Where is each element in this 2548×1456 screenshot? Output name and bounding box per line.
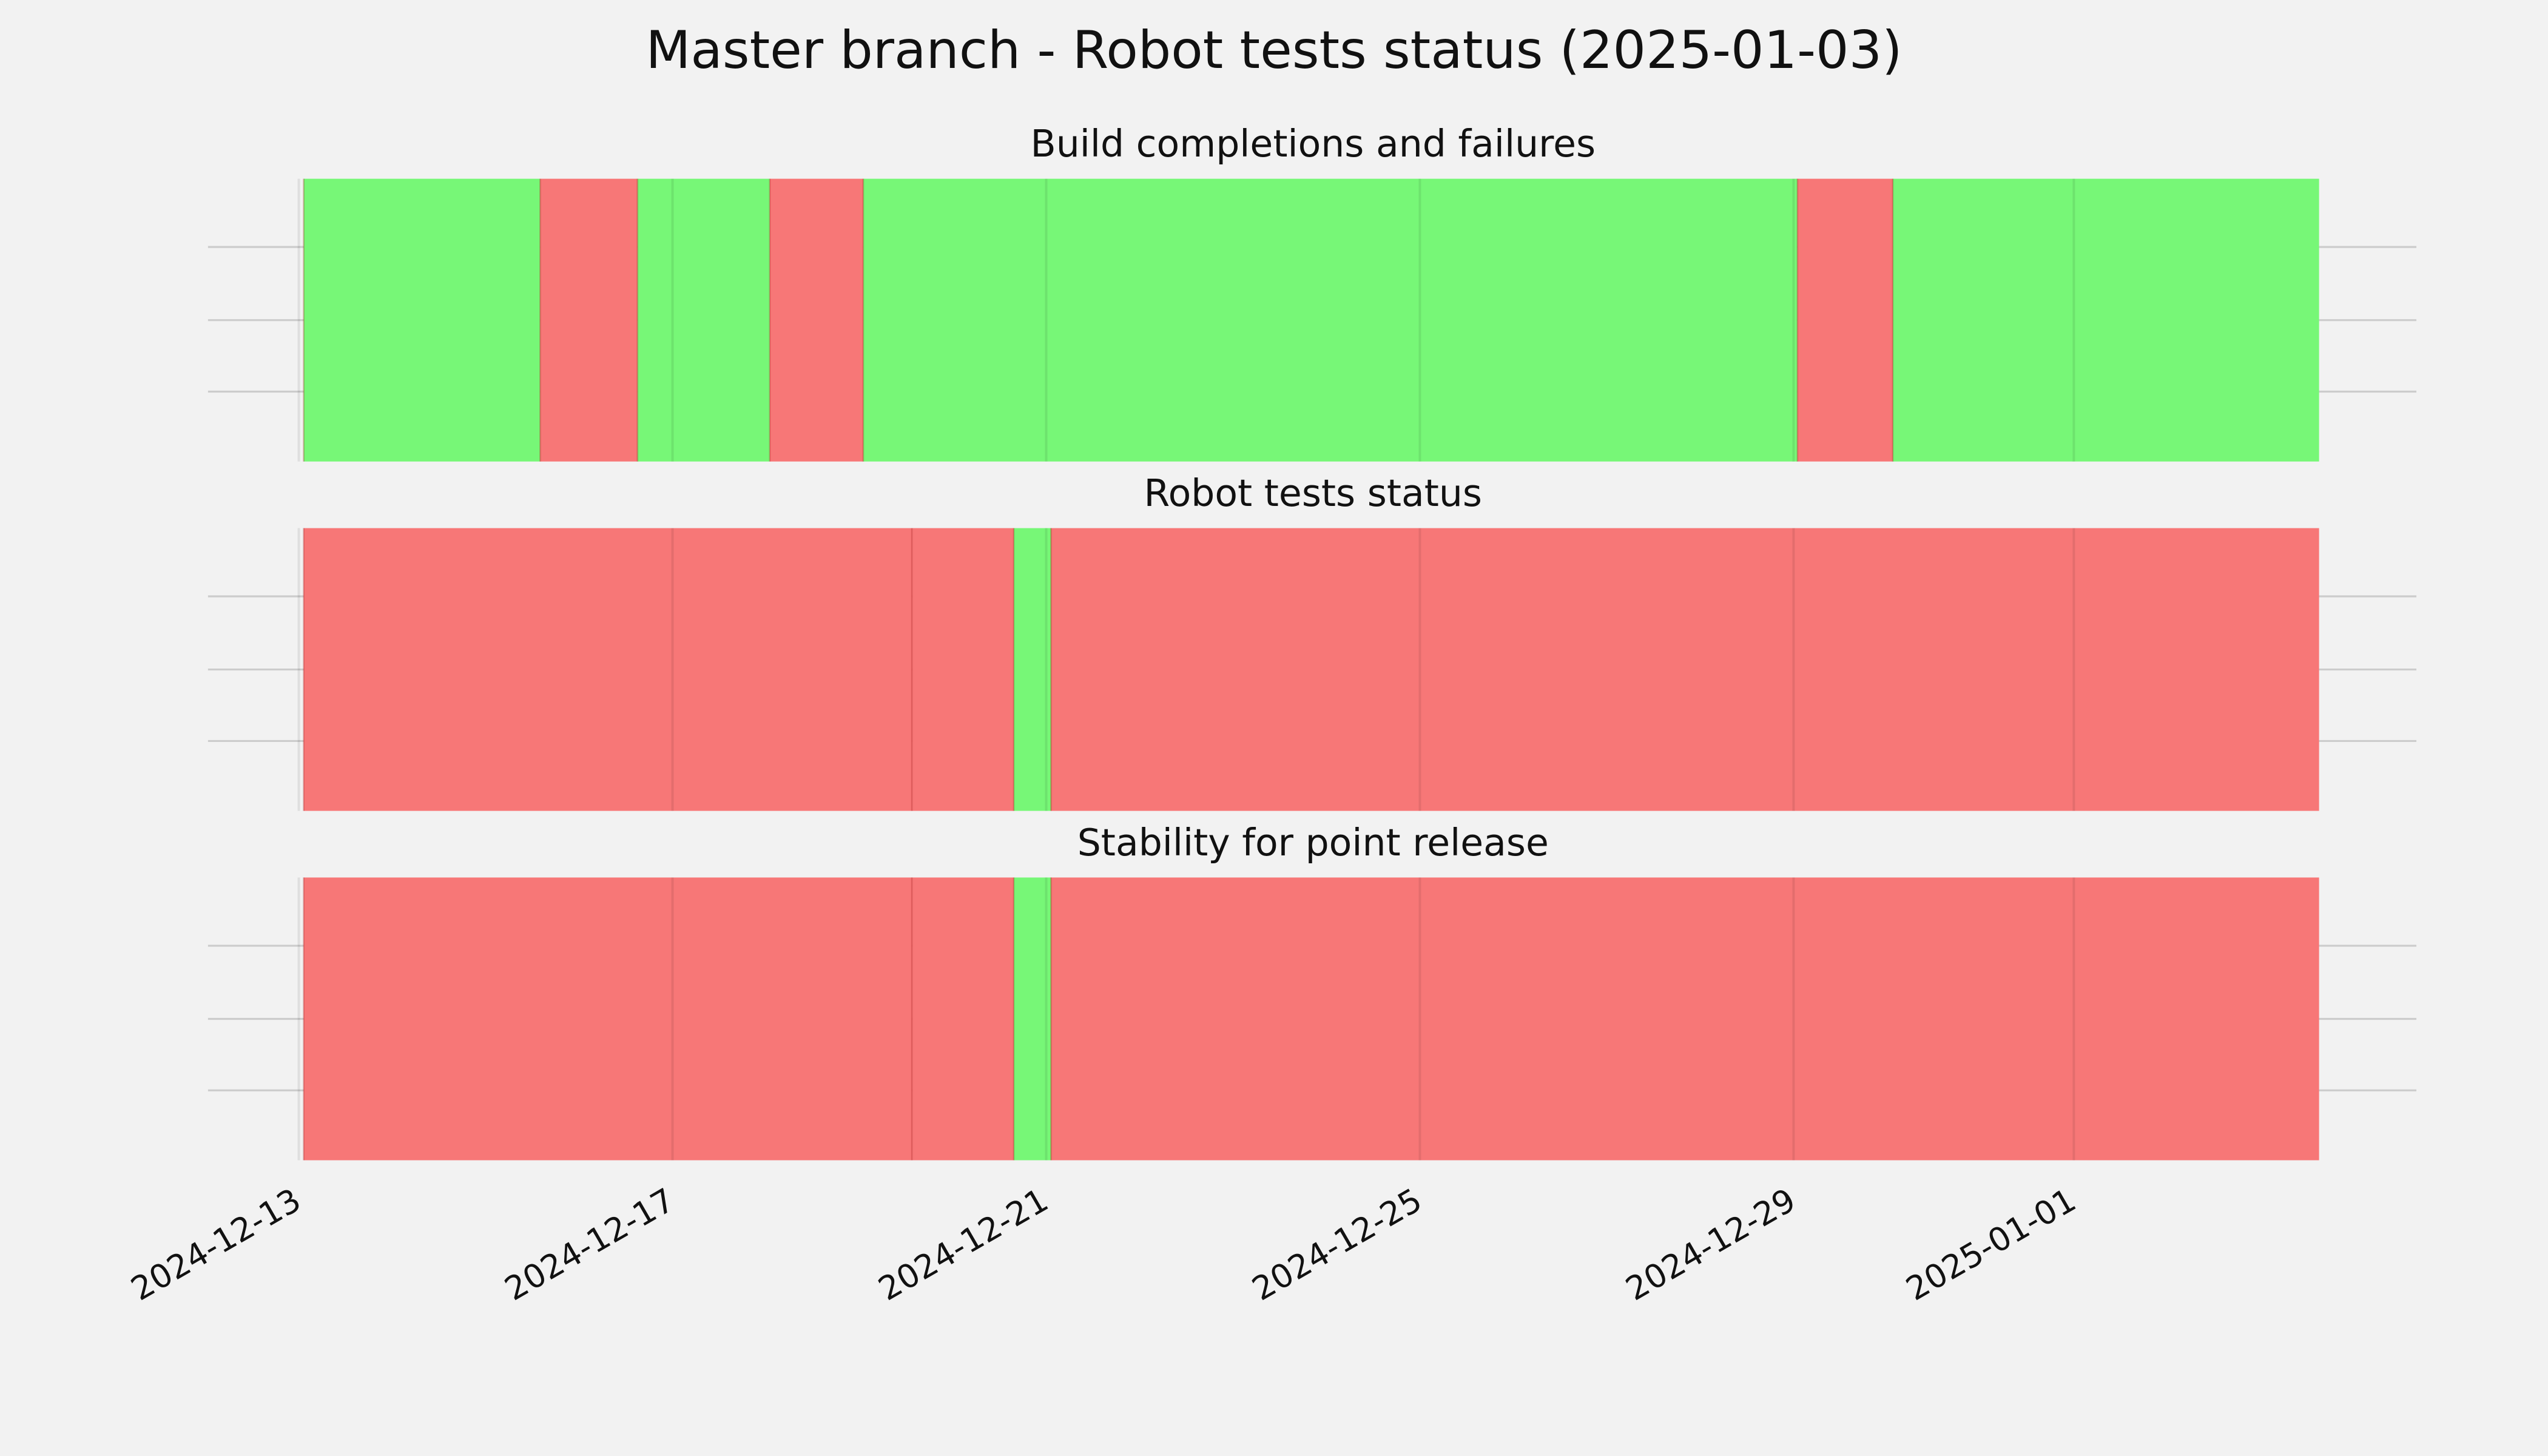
status-span [303, 178, 541, 462]
panel-title: Build completions and failures [1030, 122, 1596, 166]
status-span [1051, 528, 2319, 811]
status-span [303, 877, 912, 1161]
status-span [1014, 877, 1051, 1161]
status-span [637, 178, 770, 462]
status-span [1797, 178, 1893, 462]
status-span [769, 178, 863, 462]
status-span [1051, 877, 2319, 1161]
status-span [1893, 178, 2319, 462]
chart-title: Master branch - Robot tests status (2025… [645, 20, 1902, 81]
status-span [540, 178, 638, 462]
status-span [303, 528, 912, 811]
status-span [912, 528, 1014, 811]
panel-title: Stability for point release [1077, 821, 1549, 864]
panel-title: Robot tests status [1144, 471, 1482, 515]
status-span [912, 877, 1014, 1161]
status-span [1014, 528, 1051, 811]
status-span [863, 178, 1798, 462]
